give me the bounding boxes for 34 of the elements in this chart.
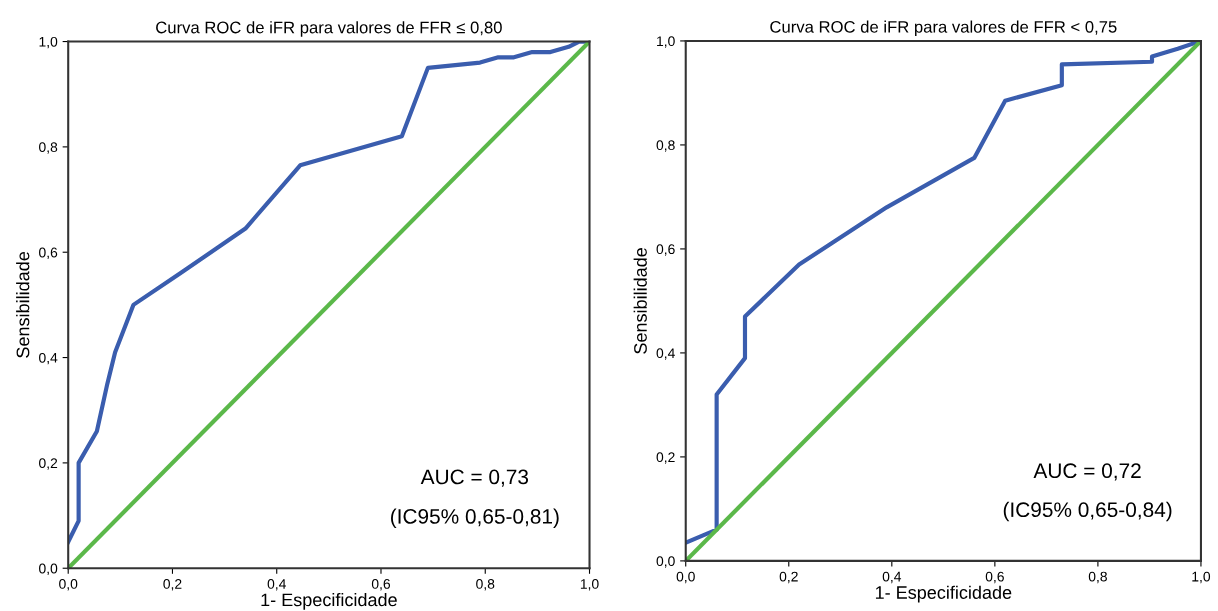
y-tick-label: 0,0 xyxy=(656,556,675,568)
y-tick-label: 0,8 xyxy=(39,142,58,154)
x-tick-label: 1,0 xyxy=(1192,571,1211,584)
y-tick-label: 0,6 xyxy=(656,244,675,256)
x-tick-label: 0,4 xyxy=(882,571,902,584)
y-axis-title: Sensibilidade xyxy=(633,248,647,354)
annotation: AUC = 0,72 xyxy=(1033,463,1141,481)
x-tick-label: 0,0 xyxy=(676,571,695,584)
x-tick-label: 0,2 xyxy=(163,579,182,591)
y-tick-label: 1,0 xyxy=(39,36,58,49)
x-tick-label: 0,6 xyxy=(985,571,1004,584)
y-tick-label: 1,0 xyxy=(657,36,675,48)
x-tick-label: 0,6 xyxy=(371,579,391,591)
y-tick-label: 0,4 xyxy=(39,352,58,365)
y-tick-label: 0,2 xyxy=(656,452,675,464)
chart-title: Curva ROC de iFR para valores de FFR < 0,75 xyxy=(770,20,1117,37)
x-tick-label: 0,4 xyxy=(267,579,286,591)
x-tick-label: 1,0 xyxy=(580,579,599,591)
x-axis-title: 1- Especificidade xyxy=(875,585,1012,603)
y-tick-label: 0,8 xyxy=(656,140,675,152)
annotation: AUC = 0,73 xyxy=(420,469,529,487)
x-axis-title: 1- Especificidade xyxy=(261,592,397,610)
x-tick-label: 0,8 xyxy=(1088,571,1107,584)
chart-title: Curva ROC de iFR para valores de FFR ≤ 0,80 xyxy=(156,21,502,37)
y-tick-label: 0,2 xyxy=(39,458,58,470)
x-tick-label: 0,2 xyxy=(779,571,798,584)
annotation: (IC95% 0,65-0,81) xyxy=(391,508,559,528)
y-tick-label: 0,6 xyxy=(39,247,58,260)
y-tick-label: 0,4 xyxy=(656,348,675,360)
y-tick-label: 0,0 xyxy=(39,563,58,576)
annotation: (IC95% 0,65-0,84) xyxy=(1003,501,1172,522)
x-tick-label: 0,0 xyxy=(59,579,78,591)
x-tick-label: 0,8 xyxy=(476,579,495,591)
y-axis-title: Sensibilidade xyxy=(16,251,30,358)
